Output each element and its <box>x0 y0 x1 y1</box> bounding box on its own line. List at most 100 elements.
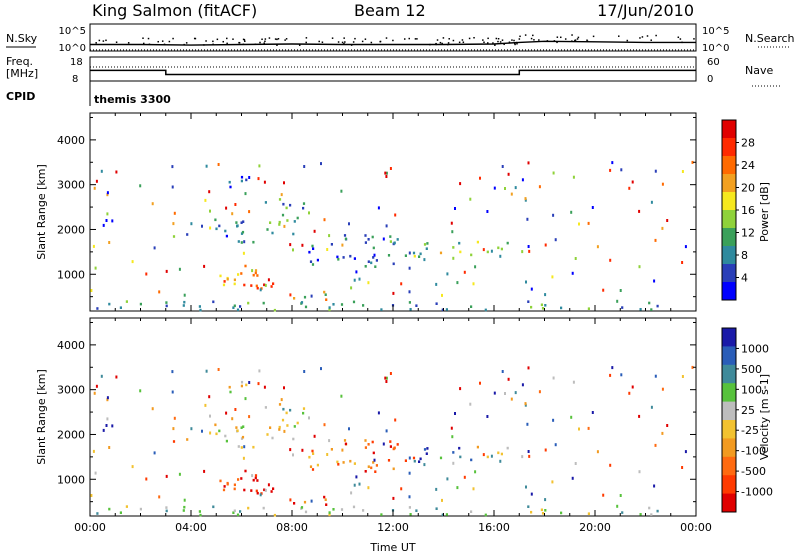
nsky-point <box>212 43 214 46</box>
colorbar-tick-label: 24 <box>741 159 755 172</box>
scatter-cell <box>493 391 496 395</box>
scatter-cell <box>131 260 134 264</box>
nsky-point <box>577 36 580 39</box>
nsky-point <box>343 37 345 39</box>
scatter-cell <box>336 460 339 464</box>
scatter-cell <box>301 448 304 452</box>
scatter-cell <box>389 445 392 448</box>
scatter-cell <box>204 403 207 407</box>
nsky-point <box>513 42 516 45</box>
scatter-cell <box>408 456 411 460</box>
scatter-cell <box>332 303 335 306</box>
colorbar-swatch <box>722 420 736 439</box>
scatter-cell <box>337 463 340 466</box>
scatter-cell <box>446 272 449 276</box>
scatter-cell <box>235 221 238 224</box>
colorbar-tick-label: -25 <box>741 424 759 437</box>
scatter-cell <box>445 308 448 311</box>
nsky-point <box>105 39 107 42</box>
scatter-cell <box>527 245 530 248</box>
scatter-cell <box>95 179 98 183</box>
scatter-cell <box>408 506 411 509</box>
scatter-cell <box>527 505 530 508</box>
scatter-cell <box>400 282 403 286</box>
scatter-cell <box>262 301 265 305</box>
nsky-point <box>618 35 620 37</box>
scatter-cell <box>255 489 258 493</box>
nsky-point <box>436 39 439 41</box>
scatter-cell <box>139 507 142 511</box>
scatter-cell <box>350 491 353 495</box>
scatter-cell <box>96 307 99 310</box>
nsky-line <box>90 40 696 46</box>
scatter-cell <box>602 288 605 292</box>
scatter-cell <box>328 234 331 238</box>
scatter-cell <box>382 237 385 241</box>
colorbar-swatch <box>722 383 736 403</box>
scatter-cell <box>343 439 347 442</box>
colorbar-swatch <box>722 328 736 347</box>
scatter-cell <box>385 376 388 380</box>
scatter-cell <box>172 222 175 226</box>
scatter-cell <box>300 506 304 509</box>
scatter-cell <box>343 234 347 237</box>
nsky-point <box>468 37 471 40</box>
scatter-cell <box>186 233 189 236</box>
scatter-cell <box>158 495 161 499</box>
scatter-cell <box>681 261 684 264</box>
scatter-cell <box>419 252 422 256</box>
scatter-cell <box>251 269 254 273</box>
scatter-cell <box>231 212 234 216</box>
scatter-cell <box>472 282 475 286</box>
scatter-cell <box>530 492 533 496</box>
nsky-point <box>515 41 518 44</box>
scatter-cell <box>311 263 315 266</box>
colorbar-swatch <box>722 210 736 229</box>
scatter-cell <box>551 480 554 484</box>
nsky-point <box>650 39 652 41</box>
scatter-cell <box>289 408 292 412</box>
nsky-point <box>102 40 105 42</box>
nsky-point <box>127 42 130 44</box>
scatter-cell <box>119 511 122 514</box>
scatter-cell <box>254 269 258 272</box>
scatter-cell <box>269 426 272 429</box>
scatter-cell <box>425 247 428 250</box>
scatter-cell <box>139 389 142 393</box>
scatter-cell <box>394 418 397 422</box>
scatter-cell <box>458 446 461 450</box>
scatter-cell <box>408 251 411 255</box>
nsky-point <box>571 40 573 42</box>
scatter-cell <box>233 282 236 286</box>
beam-title: Beam 12 <box>354 1 426 20</box>
nsky-point <box>238 41 240 44</box>
nsky-point <box>693 38 695 40</box>
scatter-cell <box>526 422 529 426</box>
scatter-cell <box>225 234 228 238</box>
nsky-point <box>147 37 150 40</box>
nsky-point <box>524 34 527 36</box>
scatter-cell <box>358 277 361 281</box>
scatter-cell <box>611 161 614 165</box>
scatter-cell <box>237 478 240 481</box>
scatter-cell <box>239 305 242 308</box>
scatter-cell <box>527 300 530 303</box>
scatter-cell <box>240 175 244 179</box>
nsky-point <box>148 43 151 46</box>
scatter-cell <box>304 305 308 309</box>
scatter-cell <box>165 509 168 513</box>
scatter-cell <box>198 305 201 308</box>
scatter-cell <box>538 390 541 394</box>
scatter-cell <box>591 206 594 209</box>
scatter-cell <box>616 504 619 508</box>
axes: 1000 2000 3000 4000 1000 2000 3000 4000 00:00 04:… <box>57 113 712 534</box>
scatter-cell <box>631 180 634 184</box>
scatter-cell <box>396 443 399 446</box>
scatter-cell <box>380 513 383 516</box>
nsky-point <box>586 40 589 43</box>
scatter-cell <box>242 425 245 428</box>
noise-marks <box>90 34 696 51</box>
scatter-cell <box>482 453 485 457</box>
scatter-cell <box>119 306 122 309</box>
nsky-point <box>416 38 418 40</box>
